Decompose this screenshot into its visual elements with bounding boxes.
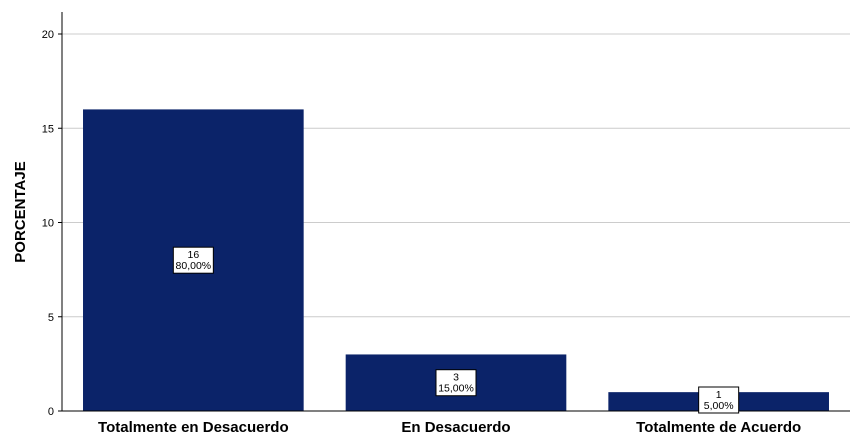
y-axis-title: PORCENTAJE xyxy=(12,161,29,262)
data-label-2: 15,00% xyxy=(698,386,740,414)
x-category-label-0: Totalmente en Desacuerdo xyxy=(98,419,289,436)
data-label-count-0: 16 xyxy=(187,249,199,261)
data-label-percent-2: 5,00% xyxy=(704,400,734,412)
y-tick-label-10: 10 xyxy=(42,218,54,230)
data-label-box-1 xyxy=(435,369,477,397)
data-label-percent-1: 15,00% xyxy=(438,383,474,395)
data-label-count-1: 3 xyxy=(453,372,459,384)
data-label-percent-0: 80,00% xyxy=(176,260,212,272)
y-tick-label-15: 15 xyxy=(42,123,54,135)
data-label-1: 315,00% xyxy=(435,369,477,397)
y-tick-label-20: 20 xyxy=(42,29,54,41)
x-category-label-1: En Desacuerdo xyxy=(401,419,510,436)
data-label-count-2: 1 xyxy=(716,389,722,401)
y-tick-label-0: 0 xyxy=(48,406,54,418)
data-label-box-2 xyxy=(698,386,740,414)
data-label-box-0 xyxy=(172,246,214,274)
y-tick-label-5: 5 xyxy=(48,312,54,324)
x-category-label-2: Totalmente de Acuerdo xyxy=(636,419,801,436)
axis-layer: 0 5 10 15 20 Totalmente en Desacuerdo En Desac… xyxy=(42,12,850,436)
